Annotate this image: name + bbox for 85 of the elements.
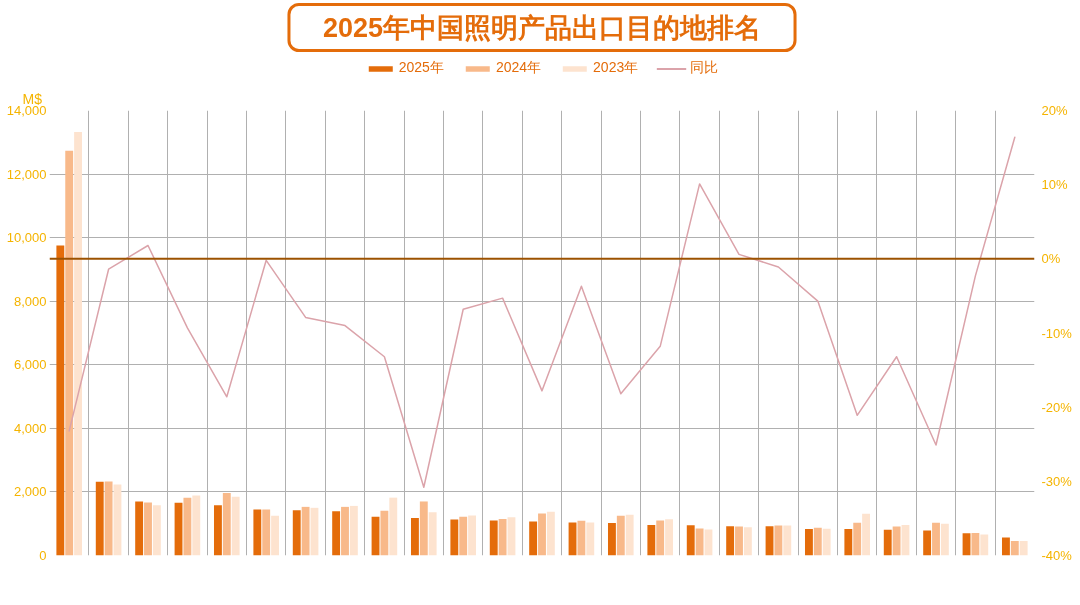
bar: [783, 525, 792, 556]
bar: [726, 526, 735, 556]
bar: [813, 527, 822, 556]
bar: [940, 523, 949, 556]
legend-label: 2023年: [593, 59, 639, 77]
bar: [74, 132, 83, 556]
bar: [695, 528, 704, 556]
bar: [616, 515, 625, 556]
bar: [892, 526, 901, 556]
y2-tick-label: 20%: [1041, 103, 1068, 118]
bar: [301, 506, 310, 556]
bar: [844, 529, 853, 556]
bar: [489, 520, 498, 556]
bar: [410, 517, 419, 556]
legend-label: 2024年: [495, 59, 542, 77]
bar: [332, 511, 341, 556]
bar: [349, 505, 358, 556]
bar: [980, 534, 989, 556]
bar: [656, 520, 665, 556]
bar: [192, 495, 201, 556]
bar: [546, 511, 555, 556]
bar: [607, 523, 616, 556]
bar: [538, 513, 546, 556]
bar: [450, 519, 459, 556]
y2-tick-label: 0%: [1041, 251, 1061, 267]
bar: [104, 481, 113, 556]
bar: [135, 501, 144, 556]
bar: [1001, 537, 1010, 556]
bar: [144, 502, 152, 556]
bar: [65, 150, 74, 556]
bar: [577, 520, 586, 556]
y2-tick-label: -40%: [1041, 548, 1073, 563]
y-tick-label: 12,000: [6, 166, 47, 182]
bar: [923, 530, 932, 556]
bar: [647, 524, 656, 556]
bar: [932, 522, 940, 556]
bar: [380, 510, 389, 556]
y-tick-label: 8,000: [13, 293, 47, 309]
bar: [271, 515, 280, 556]
bar: [95, 481, 104, 556]
bar: [419, 501, 428, 556]
legend-label: 2025年: [398, 59, 444, 77]
bar: [498, 518, 507, 556]
bar: [743, 527, 752, 556]
bar: [862, 513, 871, 556]
bar: [459, 516, 468, 556]
bar: [804, 529, 813, 556]
y-tick-label: 10,000: [6, 230, 47, 246]
y-tick-label: 0: [39, 548, 47, 563]
legend-label: 同比: [690, 59, 719, 77]
bar: [231, 496, 240, 556]
bar: [292, 510, 301, 556]
bar: [213, 505, 222, 556]
bar: [56, 245, 65, 556]
bar: [222, 492, 231, 556]
bar: [735, 526, 743, 556]
chart-title: 2025年中国照明产品出口目的地排名: [322, 12, 762, 43]
bar: [253, 509, 262, 556]
bar: [529, 521, 538, 556]
bar: [1019, 540, 1028, 556]
bar: [686, 525, 695, 556]
y2-tick-label: -10%: [1041, 325, 1073, 341]
bar: [883, 529, 892, 556]
bar: [625, 514, 634, 556]
y2-tick-label: -20%: [1041, 399, 1073, 415]
bar: [341, 506, 349, 556]
bar: [262, 509, 271, 556]
bar: [1010, 540, 1019, 556]
line-series: [68, 136, 1016, 489]
bar: [428, 512, 437, 556]
bar: [774, 525, 783, 556]
bar: [971, 532, 980, 556]
y2-tick-label: 10%: [1041, 177, 1068, 193]
bar: [586, 522, 595, 556]
bar: [665, 519, 674, 556]
bar: [389, 497, 398, 556]
bar: [183, 497, 192, 556]
y-tick-label: 4,000: [13, 420, 47, 436]
y2-tick-label: -30%: [1041, 473, 1073, 489]
bar: [152, 505, 161, 556]
y-tick-label: 2,000: [13, 484, 47, 500]
y-tick-label: 6,000: [13, 357, 47, 373]
bar: [822, 528, 831, 556]
bar: [468, 515, 477, 556]
bar: [853, 522, 862, 556]
